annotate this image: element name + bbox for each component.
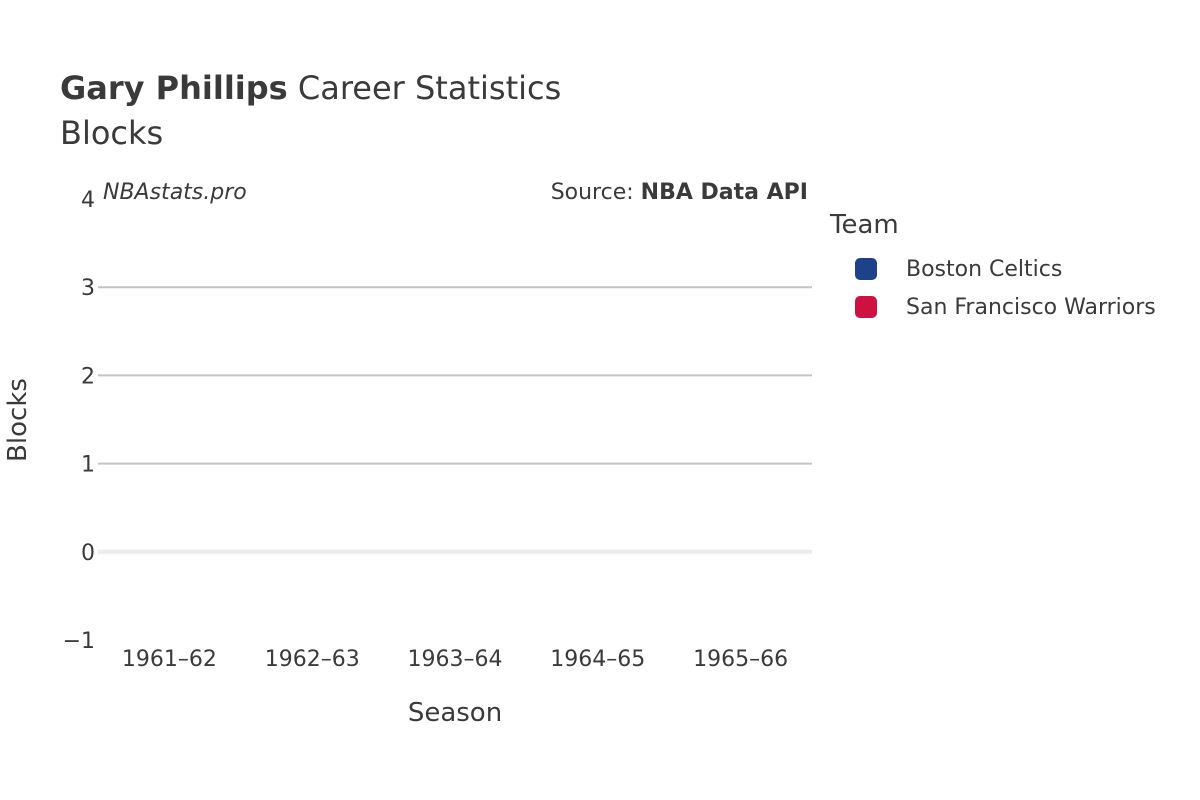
chart-subtitle: Blocks [60, 114, 164, 152]
legend-swatch-san-francisco-warriors [855, 296, 877, 318]
chart-title: Gary Phillips Career Statistics [60, 68, 561, 108]
x-axis-label: Season [408, 698, 502, 728]
source-prefix: Source: [551, 180, 641, 205]
y-tick-label: 4 [81, 188, 95, 213]
x-tick-label: 1964–65 [550, 647, 645, 672]
legend-item-san-francisco-warriors[interactable]: San Francisco Warriors [830, 288, 1156, 326]
y-tick-label: 0 [81, 541, 95, 566]
x-tick-label: 1961–62 [122, 647, 217, 672]
legend: Team Boston Celtics San Francisco Warrio… [830, 210, 1156, 326]
source-name: NBA Data API [641, 180, 808, 205]
legend-swatch-boston-celtics [855, 258, 877, 280]
y-tick-label: 1 [81, 453, 95, 478]
chart-title-player: Gary Phillips [60, 69, 288, 107]
tick-layer: −1 0 1 2 3 4 1961–62 1962–63 1963–64 1964–65 1965–… [63, 188, 789, 672]
y-tick-label: 3 [81, 276, 95, 301]
y-tick-label: −1 [63, 629, 95, 654]
legend-item-boston-celtics[interactable]: Boston Celtics [830, 250, 1156, 288]
chart-title-rest: Career Statistics [297, 69, 562, 107]
x-tick-label: 1963–64 [408, 647, 503, 672]
y-tick-label: 2 [81, 364, 95, 389]
legend-label-san-francisco-warriors: San Francisco Warriors [906, 294, 1156, 320]
legend-title: Team [830, 210, 899, 240]
grid-layer [98, 286, 812, 554]
x-tick-label: 1962–63 [265, 647, 360, 672]
legend-label-boston-celtics: Boston Celtics [906, 256, 1063, 282]
y-axis-label: Blocks [3, 378, 33, 462]
watermark: NBAstats.pro [103, 180, 247, 205]
x-tick-label: 1965–66 [693, 647, 788, 672]
source-note: Source: NBA Data API [551, 180, 808, 205]
